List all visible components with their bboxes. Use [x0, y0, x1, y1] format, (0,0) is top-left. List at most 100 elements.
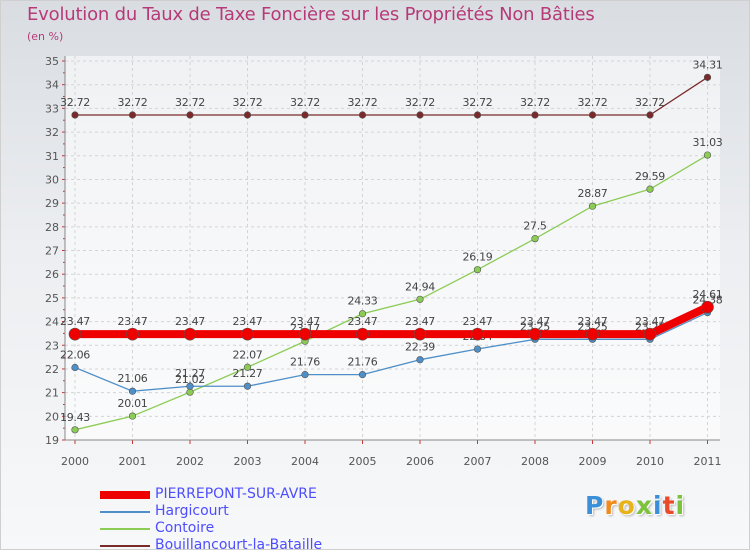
- x-tick-label: 2005: [349, 455, 377, 468]
- y-tick-label: 25: [45, 292, 59, 305]
- data-label-contoire: 29.59: [635, 170, 665, 183]
- data-label-bouillancourt-la-bataille: 32.72: [635, 96, 665, 109]
- data-point-bouillancourt-la-bataille: [473, 111, 482, 119]
- x-tick-label: 2004: [291, 455, 319, 468]
- data-point-bouillancourt-la-bataille: [703, 73, 712, 81]
- data-label-pierrepont-sur-avre: 23.47: [520, 315, 550, 328]
- data-label-hargicourt: 22.06: [60, 349, 90, 362]
- data-point-pierrepont-sur-avre: [586, 327, 599, 341]
- data-point-bouillancourt-la-bataille: [186, 111, 194, 119]
- data-point-contoire: [531, 235, 539, 243]
- data-point-pierrepont-sur-avre: [126, 327, 139, 341]
- data-point-pierrepont-sur-avre: [643, 327, 657, 341]
- data-label-pierrepont-sur-avre: 24.61: [693, 288, 723, 301]
- data-label-hargicourt: 21.27: [175, 367, 205, 380]
- y-tick-label: 24: [45, 316, 59, 329]
- data-label-contoire: 26.19: [463, 251, 493, 264]
- data-point-pierrepont-sur-avre: [471, 327, 484, 341]
- data-label-pierrepont-sur-avre: 23.47: [463, 315, 493, 328]
- legend-label: PIERREPONT-SUR-AVRE: [155, 486, 317, 502]
- y-tick-label: 31: [45, 150, 59, 163]
- data-label-bouillancourt-la-bataille: 32.72: [175, 96, 205, 109]
- data-point-pierrepont-sur-avre: [183, 327, 197, 341]
- data-label-pierrepont-sur-avre: 23.47: [290, 315, 320, 328]
- data-label-contoire: 21.02: [175, 373, 205, 386]
- data-point-contoire: [243, 363, 252, 371]
- data-label-pierrepont-sur-avre: 23.47: [578, 315, 608, 328]
- legend-swatch: [100, 491, 150, 499]
- series-line-contoire: [74, 154, 709, 431]
- data-label-contoire: 22.07: [233, 348, 263, 361]
- data-point-contoire: [473, 266, 482, 274]
- data-label-contoire: 31.03: [693, 136, 723, 149]
- y-tick-label: 21: [45, 387, 59, 400]
- data-label-hargicourt: 21.76: [348, 356, 378, 369]
- data-label-pierrepont-sur-avre: 23.47: [175, 315, 205, 328]
- data-label-hargicourt: 21.76: [290, 356, 320, 369]
- data-point-contoire: [358, 310, 367, 318]
- y-tick-label: 27: [45, 245, 59, 258]
- data-label-hargicourt: 22.39: [405, 341, 435, 354]
- data-point-contoire: [416, 295, 424, 303]
- data-label-contoire: 19.43: [60, 411, 90, 424]
- x-tick-label: 2003: [234, 455, 262, 468]
- y-tick-label: 29: [45, 197, 59, 210]
- data-label-hargicourt: 21.27: [233, 367, 263, 380]
- data-point-hargicourt: [128, 387, 137, 395]
- data-point-pierrepont-sur-avre: [241, 327, 254, 341]
- legend-label: Bouillancourt-la-Bataille: [155, 537, 323, 553]
- legend-item: Contoire: [100, 520, 420, 537]
- y-tick-label: 32: [45, 126, 59, 139]
- y-tick-label: 34: [45, 79, 59, 92]
- data-label-bouillancourt-la-bataille: 32.72: [233, 96, 263, 109]
- data-point-bouillancourt-la-bataille: [358, 111, 367, 119]
- x-tick-label: 2008: [521, 455, 549, 468]
- x-tick-label: 2002: [176, 455, 204, 468]
- y-tick-label: 35: [45, 55, 59, 68]
- x-tick-label: 2011: [694, 455, 722, 468]
- data-point-hargicourt: [301, 371, 309, 379]
- y-tick-label: 33: [45, 102, 59, 115]
- data-point-hargicourt: [358, 371, 367, 379]
- logo-letter: t: [662, 491, 676, 520]
- data-point-bouillancourt-la-bataille: [243, 111, 252, 119]
- logo-letter: o: [617, 491, 636, 520]
- data-label-contoire: 27.5: [523, 220, 547, 233]
- x-tick-label: 2010: [636, 455, 664, 468]
- data-point-hargicourt: [186, 382, 194, 390]
- y-tick-label: 22: [45, 363, 59, 376]
- data-point-hargicourt: [243, 382, 252, 390]
- legend: PIERREPONT-SUR-AVRE Hargicourt Contoire Bou…: [100, 486, 420, 554]
- y-tick-label: 30: [45, 173, 59, 186]
- data-label-hargicourt: 21.06: [118, 372, 148, 385]
- data-point-pierrepont-sur-avre: [356, 327, 369, 341]
- logo-letter: i: [675, 491, 686, 520]
- y-tick-label: 26: [45, 268, 59, 281]
- data-point-pierrepont-sur-avre: [298, 327, 312, 341]
- y-tick-label: 28: [45, 221, 59, 234]
- chart-title: Evolution du Taux de Taxe Foncière sur l…: [27, 4, 595, 25]
- legend-item: PIERREPONT-SUR-AVRE: [100, 486, 420, 503]
- data-point-pierrepont-sur-avre: [68, 327, 82, 341]
- data-label-bouillancourt-la-bataille: 32.72: [578, 96, 608, 109]
- data-label-contoire: 28.87: [578, 187, 608, 200]
- x-tick-label: 2000: [61, 455, 89, 468]
- data-label-bouillancourt-la-bataille: 34.31: [693, 58, 723, 71]
- data-label-pierrepont-sur-avre: 23.47: [60, 315, 90, 328]
- data-label-bouillancourt-la-bataille: 32.72: [405, 96, 435, 109]
- x-tick-label: 2006: [406, 455, 434, 468]
- data-label-pierrepont-sur-avre: 23.47: [348, 315, 378, 328]
- data-point-contoire: [703, 151, 712, 159]
- data-label-contoire: 20.01: [118, 397, 148, 410]
- x-tick-label: 2009: [579, 455, 607, 468]
- logo-letter: P: [585, 491, 605, 520]
- y-axis-unit: (en %): [27, 30, 64, 43]
- series-line-hargicourt: [74, 311, 709, 392]
- data-label-contoire: 24.33: [348, 295, 378, 308]
- data-label-contoire: 24.94: [405, 280, 435, 293]
- plot-area: [65, 56, 720, 440]
- series-line-bouillancourt-la-bataille: [74, 76, 709, 116]
- data-point-hargicourt: [473, 345, 482, 353]
- logo-letter: x: [635, 491, 653, 520]
